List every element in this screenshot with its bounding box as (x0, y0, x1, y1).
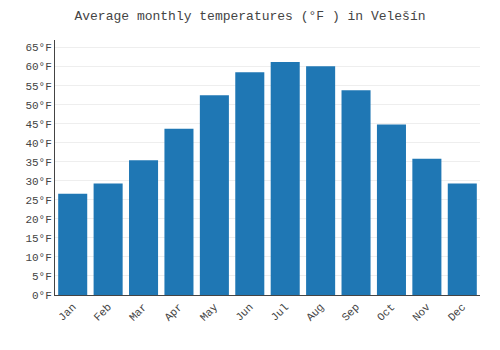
svg-text:Oct: Oct (375, 301, 397, 323)
svg-text:10°F: 10°F (25, 252, 51, 264)
svg-text:Nov: Nov (410, 301, 433, 324)
svg-text:Jan: Jan (56, 301, 78, 323)
svg-text:Sep: Sep (340, 301, 362, 323)
svg-text:Jun: Jun (233, 301, 255, 323)
svg-text:15°F: 15°F (25, 233, 51, 245)
svg-text:Dec: Dec (446, 301, 468, 323)
svg-text:30°F: 30°F (25, 176, 51, 188)
svg-text:65°F: 65°F (25, 42, 51, 54)
svg-text:Average monthly temperatures (: Average monthly temperatures (°F ) in Ve… (74, 9, 425, 24)
svg-text:Mar: Mar (127, 301, 149, 323)
svg-text:25°F: 25°F (25, 195, 51, 207)
svg-text:Apr: Apr (162, 301, 184, 323)
svg-text:40°F: 40°F (25, 138, 51, 150)
svg-text:50°F: 50°F (25, 100, 51, 112)
svg-text:Aug: Aug (304, 301, 326, 323)
svg-text:45°F: 45°F (25, 119, 51, 131)
svg-text:Feb: Feb (92, 301, 114, 323)
svg-text:55°F: 55°F (25, 81, 51, 93)
svg-text:60°F: 60°F (25, 61, 51, 73)
svg-text:5°F: 5°F (32, 271, 52, 283)
svg-text:Jul: Jul (269, 301, 291, 323)
svg-text:May: May (198, 301, 221, 324)
svg-text:35°F: 35°F (25, 157, 51, 169)
svg-text:20°F: 20°F (25, 214, 51, 226)
svg-text:0°F: 0°F (32, 290, 52, 302)
